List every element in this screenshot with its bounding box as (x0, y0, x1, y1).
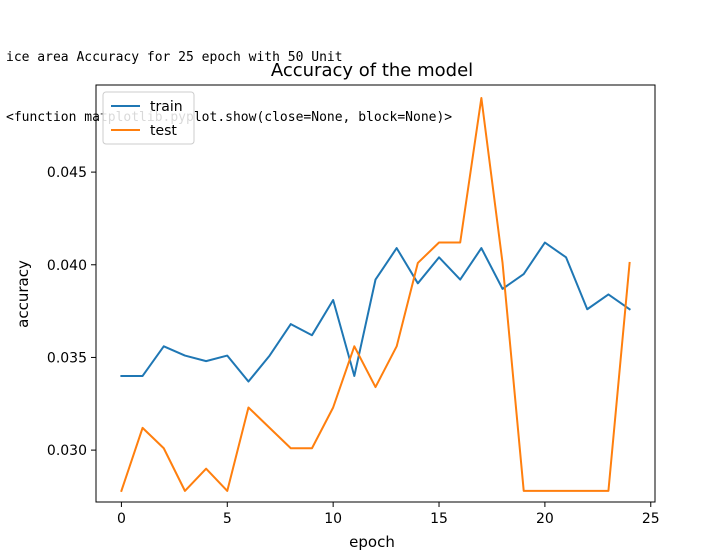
y-axis-label: accuracy (14, 260, 32, 328)
series-line-train (120, 241, 631, 383)
y-tick-label: 0.035 (47, 350, 87, 366)
x-tick-label: 10 (324, 511, 342, 527)
y-tick-label: 0.045 (47, 165, 87, 181)
x-tick-label: 20 (536, 511, 554, 527)
x-axis-label: epoch (349, 533, 395, 551)
y-tick-label: 0.040 (47, 258, 87, 274)
plot-frame (95, 84, 656, 503)
legend-label-test: test (150, 123, 177, 139)
x-tick-label: 0 (117, 511, 126, 527)
x-tick-label: 5 (223, 511, 232, 527)
x-tick-label: 25 (642, 511, 660, 527)
plot-area: 0 5 10 15 20 25 0.030 0.035 0.040 0.045 train test (47, 84, 660, 527)
console-output: ice area Accuracy for 25 epoch with 50 U… (6, 8, 452, 148)
console-line-1: ice area Accuracy for 25 epoch with 50 U… (6, 50, 343, 65)
y-tick-label: 0.030 (47, 443, 87, 459)
legend-label-train: train (150, 99, 183, 115)
chart-title: Accuracy of the model (271, 60, 473, 81)
x-tick-label: 15 (430, 511, 448, 527)
series-line-test (120, 96, 631, 493)
